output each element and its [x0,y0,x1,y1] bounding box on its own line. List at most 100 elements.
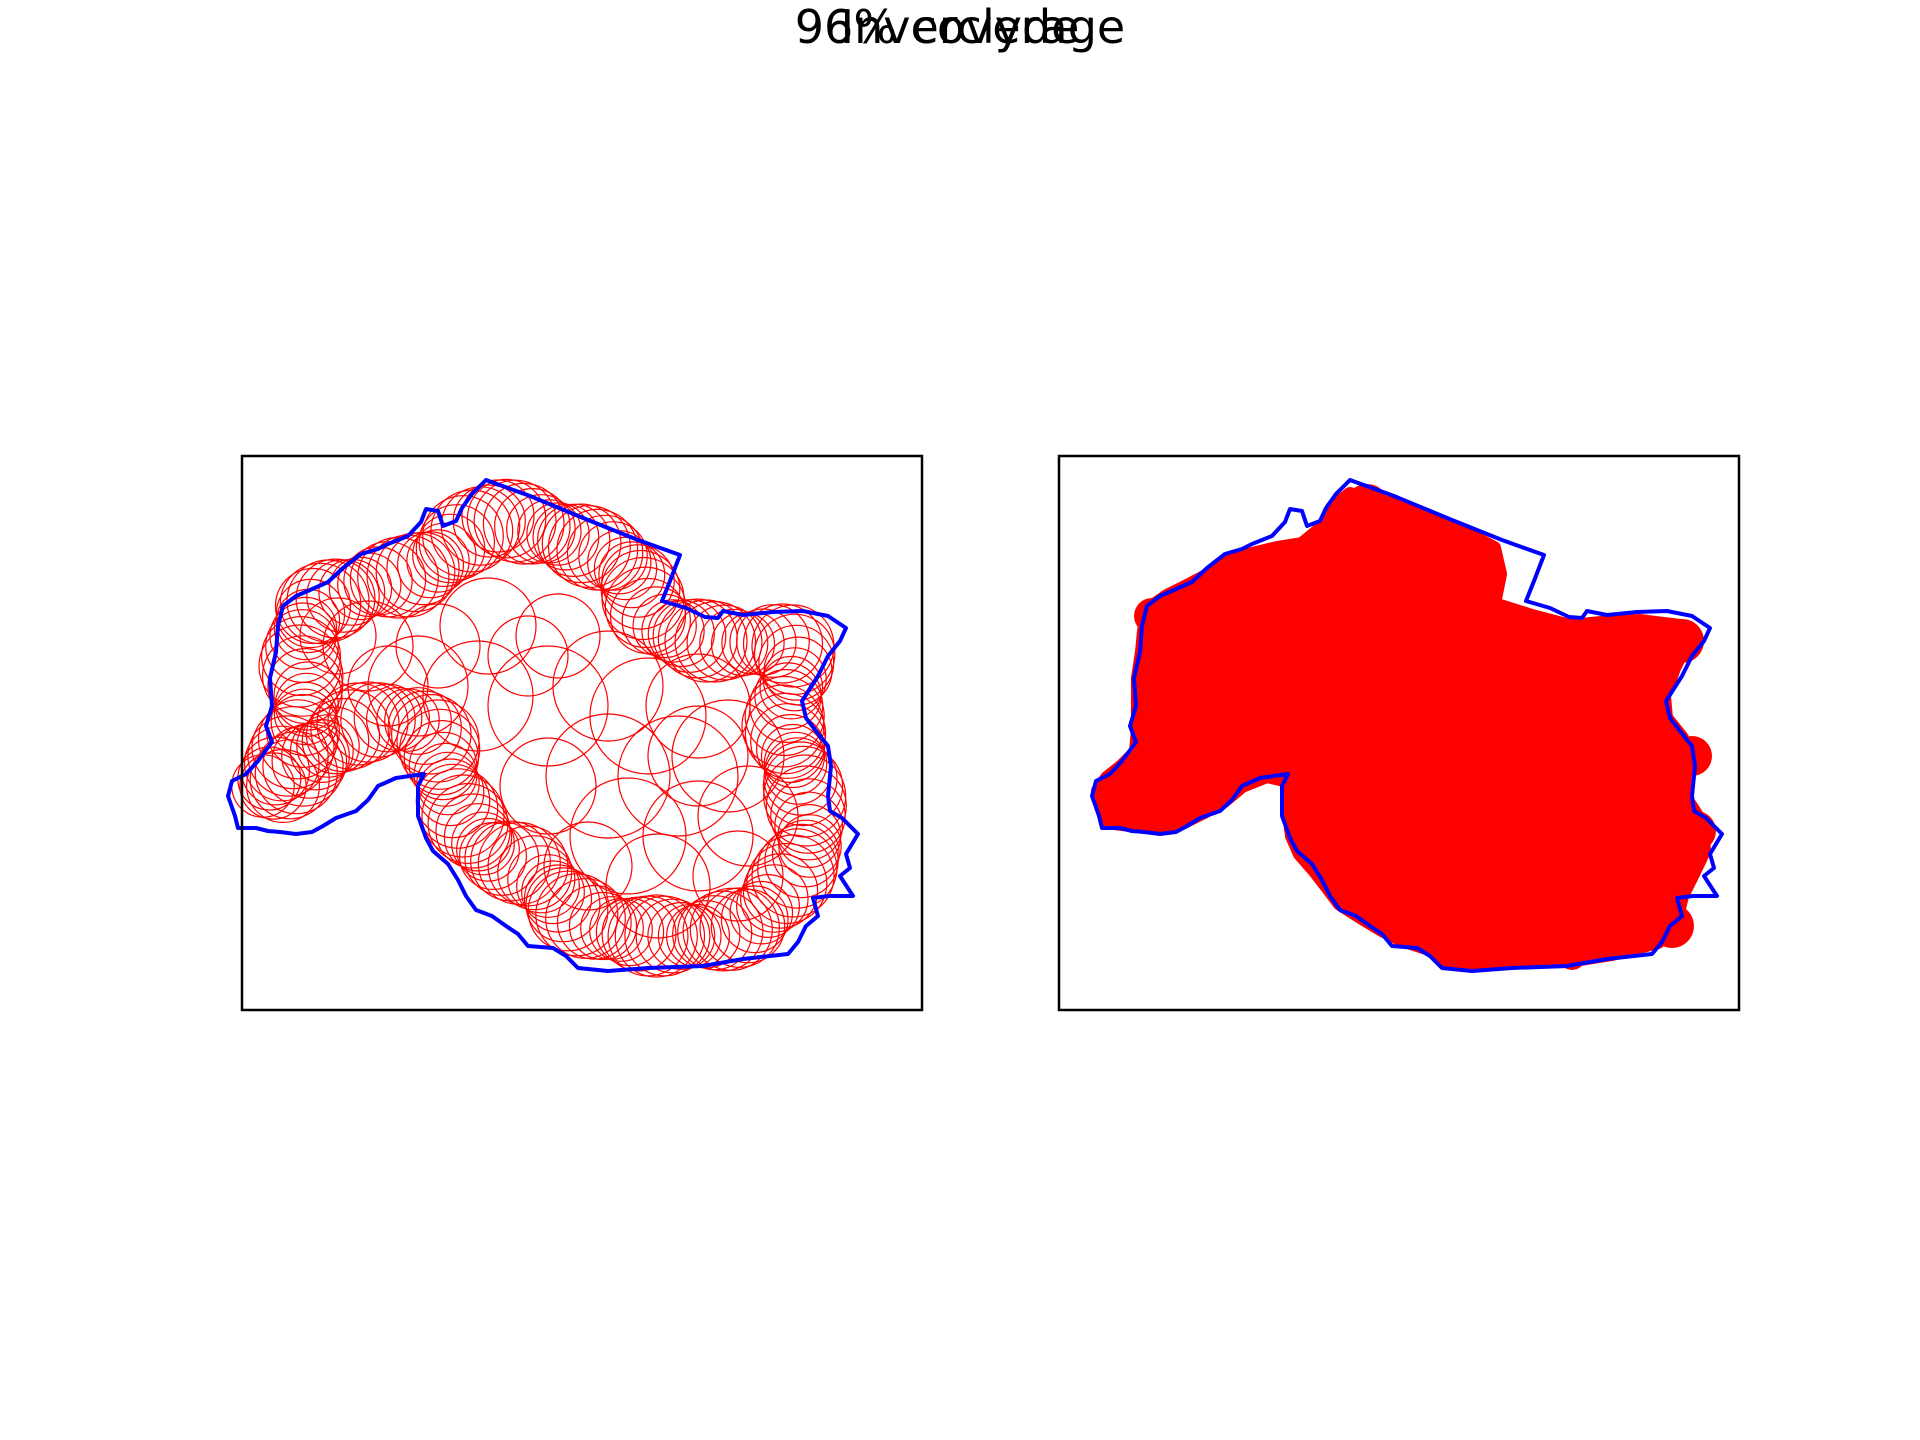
coverage-circle [421,774,505,858]
coverage-circle [697,765,799,867]
coverage-circle [736,874,801,939]
coverage-circle [642,780,754,892]
coverage-circle [545,713,671,839]
coverage-circle [470,820,551,902]
coverage-circle [482,482,565,565]
coverage-circle [744,675,825,757]
coverage-circle [473,479,557,563]
coverage-circle [759,655,824,720]
coverage-circle [672,900,741,969]
coverage-circle [647,705,749,807]
map-panel-filled [1057,454,1741,1012]
coverage-circle [755,714,825,784]
coverage-circle [598,541,666,609]
figure-title: Inverclyde [840,0,1080,54]
map-frame [1057,454,1741,1012]
coverage-circle [516,854,580,918]
coverage-circle [435,793,511,869]
coverage-circle [552,630,664,742]
coverage-circle [415,513,486,584]
coverage-circle [635,898,711,974]
coverage-circle [645,653,751,759]
region-boundary [1090,478,1724,973]
coverage-circle [744,692,827,775]
coverage-circle [306,559,380,633]
coverage-circle [515,593,601,679]
coverage-circle [569,777,687,895]
region-boundary [226,478,860,973]
coverage-circle [664,599,748,683]
coverage-circle [751,834,835,918]
coverage-circle [607,895,689,977]
coverage-circle [403,720,480,796]
coverage-circle [261,635,344,717]
coverage-circle [459,822,528,891]
coverage-circle [452,484,526,558]
coverage-circles [231,478,847,978]
coverage-circle [406,529,470,593]
coverage-circle [677,895,753,971]
coverage-circle [296,714,360,778]
coverage-circle [720,885,789,954]
coverage-circle [710,611,776,677]
coverage-circle [412,522,477,588]
coverage-circle [526,502,590,566]
coverage-circle [762,647,827,712]
coverage-circle [601,896,677,972]
coverage-circle [487,615,569,697]
coverage-circle [262,725,344,807]
coverage-circle [295,558,376,639]
coverage-circle [595,897,665,967]
coverage-circle [279,562,362,645]
coverage-circle [265,609,339,683]
coverage-blob [1094,778,1130,814]
coverage-circle [578,521,648,591]
coverage-circle [439,577,537,675]
coverage-circle [686,604,763,681]
coverage-blob [1676,811,1716,851]
coverage-circle [770,778,846,854]
coverage-circle [614,894,698,978]
coverage-circle [778,814,842,878]
coverage-circle [273,596,338,661]
coverage-circle [416,751,480,816]
coverage-circle [671,699,785,813]
coverage-circle [273,661,343,731]
coverage-circle [537,503,611,578]
coverage-circle [589,657,707,775]
coverage-circle [641,599,705,663]
coverage-area [1091,487,1711,971]
coverage-fill [1091,484,1716,971]
coverage-circle [396,699,480,783]
coverage-circle [721,611,785,675]
coverage-circle [267,648,344,725]
coverage-circle [764,823,839,899]
coverage-blob [1345,484,1389,528]
coverage-circle [493,488,571,565]
figure-subtitle: 96% coverage [794,0,1126,54]
coverage-circle [270,688,338,756]
coverage-circle [443,803,513,872]
coverage-circle [487,645,609,767]
coverage-circle [499,737,597,835]
coverage-circle [257,699,339,780]
coverage-circle [617,715,739,837]
coverage-circle [422,640,534,752]
coverage-circle [580,896,644,960]
coverage-circle [699,608,769,678]
coverage-circle [742,603,824,684]
coverage-circle [506,494,576,564]
map-frame [240,454,924,1012]
coverage-circle [487,825,569,907]
coverage-circle [347,645,429,727]
coverage-circle [258,624,342,708]
coverage-circle [451,811,515,876]
coverage-circle [532,503,600,571]
coverage-circle [247,715,329,797]
coverage-circle [762,745,844,827]
coverage-circle [328,556,393,621]
coverage-circle [367,635,469,737]
coverage-circle [760,723,826,789]
coverage-circle [543,821,633,911]
coverage-circle [682,890,764,972]
